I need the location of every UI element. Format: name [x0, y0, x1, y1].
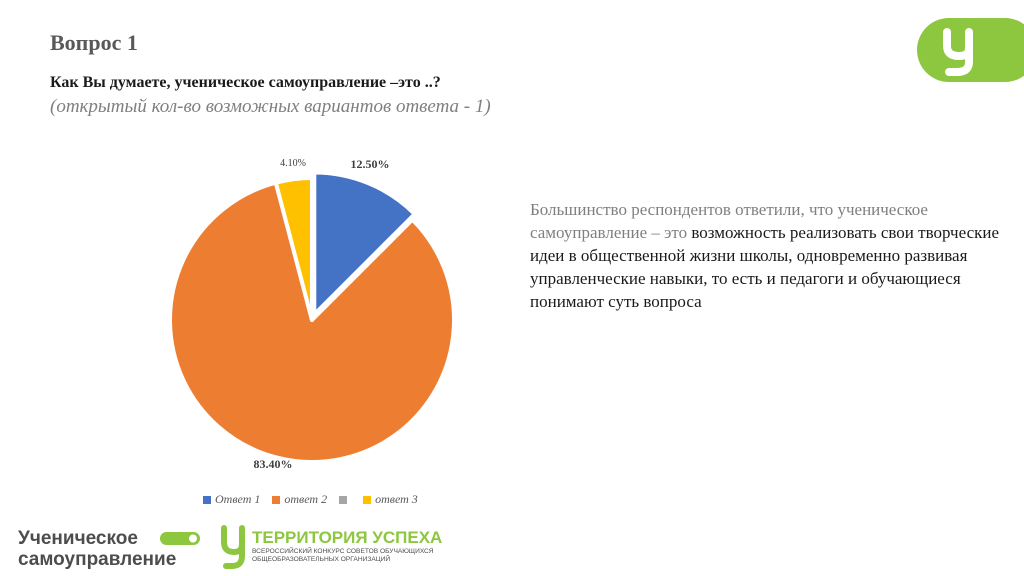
logo-left-pill-dot	[189, 534, 197, 543]
pie-slice-1	[312, 170, 417, 317]
logo-student-government: Ученическое самоуправление	[18, 528, 200, 570]
brand-logo-top-right	[917, 18, 1024, 82]
logo-right-glyph-lower	[223, 539, 245, 569]
logo-right-sub2: ОБЩЕОБРАЗОВАТЕЛЬНЫХ ОРГАНИЗАЦИЙ	[252, 554, 390, 563]
data-label-4: 4.10%	[280, 158, 306, 169]
logo-left-line2: самоуправление	[18, 549, 176, 570]
legend-item-1: Ответ 1	[203, 492, 260, 507]
conclusion-main: возможность реализовать свои творческие …	[530, 223, 1000, 311]
legend-label-4: ответ 3	[375, 492, 418, 506]
question-subnote: (открытый кол-во возможных вариантов отв…	[50, 96, 491, 117]
legend-item-3	[339, 492, 351, 507]
pie-slice-2	[168, 180, 456, 464]
conclusion-lead: Большинство респондентов ответили, что у…	[530, 200, 928, 242]
logo-right-title: ТЕРРИТОРИЯ УСПЕХА	[252, 528, 442, 547]
logo-glyph-lower	[945, 42, 973, 76]
legend-swatch-4	[363, 495, 372, 504]
legend-item-4: ответ 3	[363, 492, 418, 507]
legend-label-2: ответ 2	[284, 492, 328, 506]
question-text: Как Вы думаете, ученическое самоуправлен…	[50, 74, 441, 91]
logo-left-line1: Ученическое	[18, 528, 138, 549]
data-label-1: 12.50%	[351, 157, 390, 171]
legend-swatch-1	[203, 495, 211, 504]
conclusion-text: Большинство респондентов ответили, что у…	[530, 198, 1010, 313]
slide-title: Вопрос 1	[50, 30, 138, 55]
logo-territory-of-success: ТЕРРИТОРИЯ УСПЕХА ВСЕРОССИЙСКИЙ КОНКУРС …	[221, 525, 442, 569]
legend-swatch-2	[272, 495, 281, 504]
chart-legend: Ответ 1 ответ 2 ответ 3	[203, 492, 418, 507]
legend-label-1: Ответ 1	[215, 492, 261, 506]
logo-left-pill	[160, 532, 200, 545]
legend-item-2: ответ 2	[272, 492, 327, 507]
legend-swatch-3	[339, 495, 348, 504]
pie-slice-4	[273, 176, 314, 322]
data-label-2: 83.40%	[254, 457, 293, 471]
logo-right-sub1: ВСЕРОССИЙСКИЙ КОНКУРС СОВЕТОВ ОБУЧАЮЩИХС…	[252, 546, 434, 555]
pie-chart: 12.50% 83.40% 4.10%	[168, 157, 456, 471]
